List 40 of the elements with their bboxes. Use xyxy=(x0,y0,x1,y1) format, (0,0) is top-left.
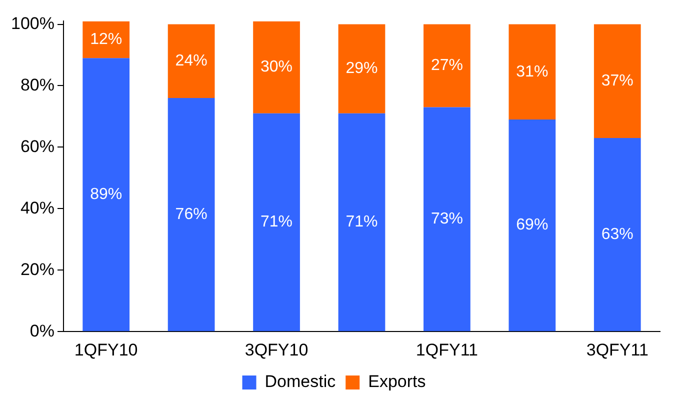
y-tick-label: 100% xyxy=(10,14,54,33)
bar xyxy=(508,120,556,332)
y-tick-label: 60% xyxy=(20,136,54,156)
data-label: 63% xyxy=(601,226,634,243)
bar xyxy=(338,113,386,332)
x-tick-label: 3QFY11 xyxy=(586,340,648,360)
bar xyxy=(424,24,470,108)
y-tick-label: 0% xyxy=(30,321,54,340)
x-tick-label: 1QFY11 xyxy=(416,340,478,360)
data-label: 27% xyxy=(430,57,463,74)
data-label: 76% xyxy=(175,206,208,223)
legend-label: Domestic xyxy=(264,372,336,392)
data-label: 71% xyxy=(260,214,293,231)
x-tick-label: 1QFY10 xyxy=(74,340,138,360)
data-label: 71% xyxy=(346,214,378,231)
bar xyxy=(594,24,641,138)
data-label: 24% xyxy=(175,52,208,70)
bar xyxy=(508,24,556,120)
data-label: 12% xyxy=(90,31,122,48)
bar xyxy=(168,24,215,98)
data-label: 30% xyxy=(260,58,293,76)
data-label: 29% xyxy=(346,60,378,78)
y-tick-label: 20% xyxy=(20,260,54,279)
data-label: 69% xyxy=(516,216,548,234)
legend-label: Exports xyxy=(368,372,426,392)
y-tick-label: 80% xyxy=(20,75,54,94)
data-label: 73% xyxy=(430,210,463,228)
bar xyxy=(82,58,130,332)
data-label: 37% xyxy=(601,72,634,90)
bar xyxy=(253,113,300,332)
y-tick-label: 40% xyxy=(20,198,54,218)
bar xyxy=(594,138,641,332)
bar xyxy=(168,98,215,332)
bar xyxy=(338,24,386,114)
data-label: 89% xyxy=(90,186,122,203)
bar xyxy=(253,21,300,114)
x-tick-label: 3QFY10 xyxy=(244,340,308,360)
data-label: 31% xyxy=(516,63,548,80)
bar xyxy=(82,21,130,58)
bar xyxy=(424,107,470,332)
